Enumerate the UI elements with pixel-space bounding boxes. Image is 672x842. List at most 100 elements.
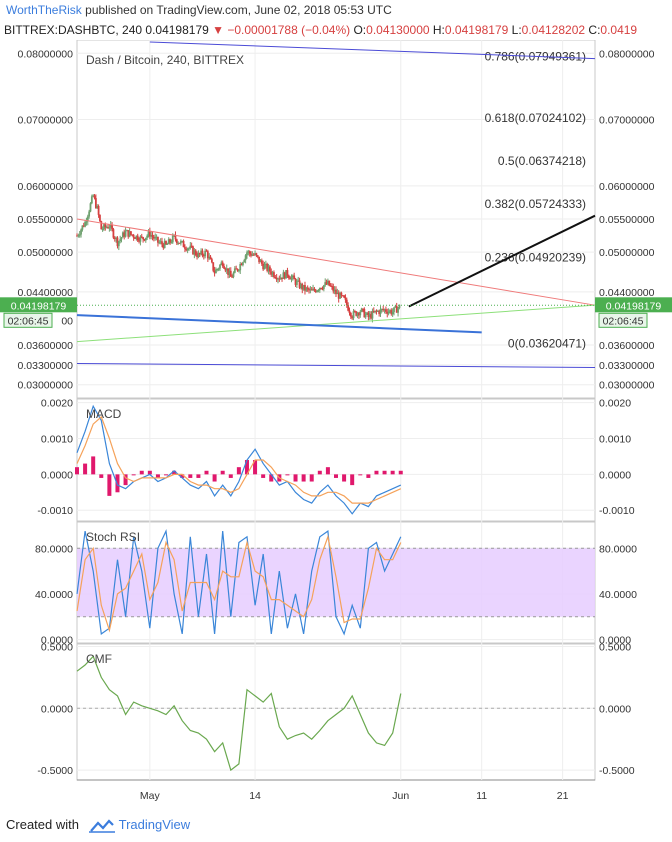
candle-body [148, 231, 151, 237]
trend-line-2[interactable] [76, 314, 482, 334]
candle-body [352, 311, 355, 319]
candle-body [189, 245, 192, 249]
trend-line-3[interactable] [408, 214, 596, 308]
candle-body [171, 235, 174, 243]
macd-histogram-bar [398, 470, 403, 475]
candle-body [240, 264, 243, 266]
pane-title-2: Stoch RSI [86, 530, 140, 544]
y-tick-label-left: 0.0000 [41, 703, 73, 715]
symbol-label: BITTREX:DASHBTC, 240 [4, 23, 143, 37]
macd-histogram-bar [164, 474, 169, 476]
candle-body [353, 311, 356, 313]
candle-body [169, 239, 171, 243]
candle-body [283, 272, 286, 279]
low-value: 0.04128202 [521, 23, 586, 37]
tradingview-link[interactable]: TradingView [118, 817, 191, 832]
trend-line-1[interactable] [76, 304, 596, 343]
candle-body [289, 277, 292, 280]
candle-body [81, 225, 84, 230]
macd-histogram-bar [172, 470, 177, 475]
y-tick-label-left: 0.04400000 [18, 287, 74, 299]
candle-body [270, 271, 273, 275]
chart-area[interactable]: 0.786(0.07949361)0.618(0.07024102)0.5(0.… [0, 40, 672, 812]
candle-body [263, 264, 266, 270]
candle-body [177, 242, 180, 244]
candle-body [382, 308, 385, 311]
y-tick-label-left: 0.5000 [41, 641, 73, 653]
macd-histogram-bar [244, 460, 249, 475]
candle-body [224, 268, 227, 271]
y-tick-label-right: 80.0000 [599, 543, 637, 555]
candle-body [320, 287, 323, 289]
candle-body [225, 268, 228, 271]
y-tick-label-left: 0.06000000 [18, 181, 74, 193]
candle-body [175, 239, 178, 244]
candle-body [157, 236, 159, 243]
candle-body [360, 308, 363, 312]
candle-body [223, 266, 225, 269]
candle-body [278, 278, 281, 280]
candle-body [260, 260, 263, 264]
candle-body [109, 224, 112, 228]
y-tick-label-left: -0.0010 [37, 505, 73, 517]
trend-line-5[interactable] [76, 363, 596, 369]
candle-body [304, 285, 306, 291]
candle-body [206, 251, 209, 259]
y-tick-label-left: 0.07000000 [18, 115, 74, 127]
candle-body [151, 235, 154, 237]
last-price-tag-left: 0.04198179 [11, 300, 67, 312]
candle-body [121, 232, 124, 238]
candle-body [209, 256, 212, 260]
candle-body [359, 311, 362, 316]
candle-body [332, 286, 335, 292]
candle-body [398, 304, 401, 309]
countdown-label: 02:06:45 [8, 315, 49, 327]
candle-body [383, 309, 386, 311]
candle-body [185, 248, 188, 251]
candle-body [124, 230, 127, 237]
candle-body [216, 269, 219, 271]
tradingview-logo-icon [88, 818, 115, 833]
candle-body [152, 236, 155, 239]
candle-body [201, 250, 204, 256]
candle-body [144, 237, 147, 241]
candle-body [88, 211, 91, 217]
countdown-bg [598, 312, 648, 328]
candle-body [282, 272, 285, 279]
candle-body [233, 268, 236, 273]
trend-line-0[interactable] [76, 218, 596, 306]
candle-body [111, 224, 113, 230]
macd-histogram-bar [366, 474, 371, 478]
candle-body [266, 263, 269, 271]
candle-body [76, 235, 78, 237]
last-price: 0.04198179 [145, 23, 209, 37]
candle-body [196, 255, 198, 258]
candle-body [279, 277, 282, 280]
candle-body [300, 284, 302, 288]
trend-line-4[interactable] [149, 41, 596, 60]
candle-body [271, 272, 274, 275]
candle-body [101, 229, 104, 231]
x-tick-label: 21 [557, 790, 569, 802]
candle-body [298, 280, 301, 288]
candle-body [239, 264, 242, 271]
candle-body [232, 272, 235, 278]
countdown-bg [3, 312, 53, 328]
candle-body [128, 231, 131, 237]
y-tick-label-left: 0.0020 [41, 398, 73, 410]
candle-body [251, 254, 254, 256]
macd-histogram-bar [236, 467, 241, 475]
candle-body [337, 292, 340, 299]
candle-body [258, 256, 261, 263]
candle-body [395, 306, 398, 313]
candle-body [274, 277, 277, 279]
candle-body [163, 241, 166, 248]
candle-body [86, 216, 89, 222]
pane-title-3: CMF [86, 652, 112, 666]
price-change: ▼ −0.00001788 (−0.04%) [212, 23, 351, 37]
author-link[interactable]: WorthTheRisk [6, 3, 82, 17]
candle-body [375, 310, 378, 312]
candle-body [262, 263, 265, 270]
candle-body [228, 270, 231, 275]
y-tick-label-right: 0.04400000 [599, 287, 655, 299]
